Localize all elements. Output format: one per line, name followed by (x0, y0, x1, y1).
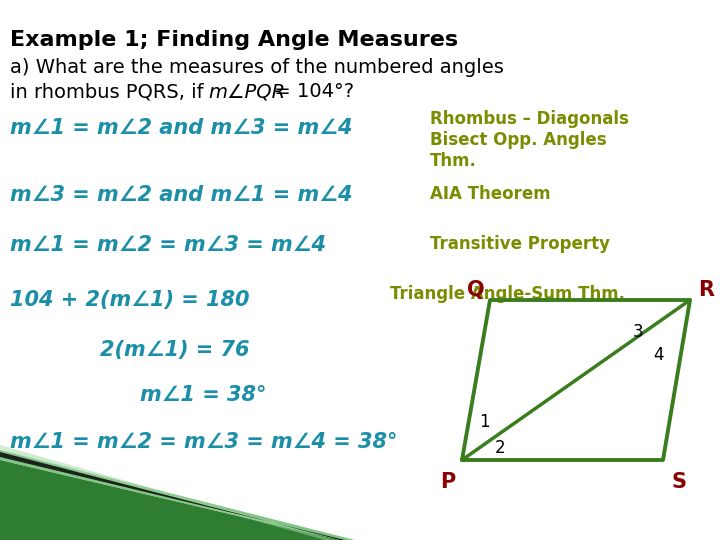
Text: Example 1; Finding Angle Measures: Example 1; Finding Angle Measures (10, 30, 458, 50)
Text: m∠3 = m∠2 and m∠1 = m∠4: m∠3 = m∠2 and m∠1 = m∠4 (10, 185, 353, 205)
Text: = 104°?: = 104°? (268, 82, 354, 101)
Text: 3: 3 (633, 323, 643, 341)
Polygon shape (0, 445, 335, 540)
Text: in rhombus PQRS, if: in rhombus PQRS, if (10, 82, 210, 101)
Text: 2: 2 (495, 439, 505, 457)
Polygon shape (0, 460, 340, 540)
Polygon shape (0, 452, 345, 540)
Text: Rhombus – Diagonals
Bisect Opp. Angles
Thm.: Rhombus – Diagonals Bisect Opp. Angles T… (430, 110, 629, 170)
Text: m∠1 = m∠2 = m∠3 = m∠4 = 38°: m∠1 = m∠2 = m∠3 = m∠4 = 38° (10, 432, 397, 452)
Text: 4: 4 (653, 346, 663, 364)
Text: 1: 1 (479, 413, 490, 431)
Text: a) What are the measures of the numbered angles: a) What are the measures of the numbered… (10, 58, 504, 77)
Text: 2(m∠1) = 76: 2(m∠1) = 76 (100, 340, 250, 360)
Text: AIA Theorem: AIA Theorem (430, 185, 551, 203)
Text: R: R (698, 280, 714, 300)
Text: Transitive Property: Transitive Property (430, 235, 610, 253)
Text: m∠1 = m∠2 = m∠3 = m∠4: m∠1 = m∠2 = m∠3 = m∠4 (10, 235, 326, 255)
Text: Triangle Angle-Sum Thm.: Triangle Angle-Sum Thm. (390, 285, 625, 303)
Text: m∠1 = m∠2 and m∠3 = m∠4: m∠1 = m∠2 and m∠3 = m∠4 (10, 118, 353, 138)
Text: P: P (441, 472, 456, 492)
Polygon shape (0, 450, 355, 540)
Text: 104 + 2(m∠1) = 180: 104 + 2(m∠1) = 180 (10, 290, 250, 310)
Text: m∠1 = 38°: m∠1 = 38° (140, 385, 266, 405)
Text: S: S (672, 472, 686, 492)
Text: m∠PQR: m∠PQR (208, 82, 285, 101)
Text: Q: Q (467, 280, 485, 300)
